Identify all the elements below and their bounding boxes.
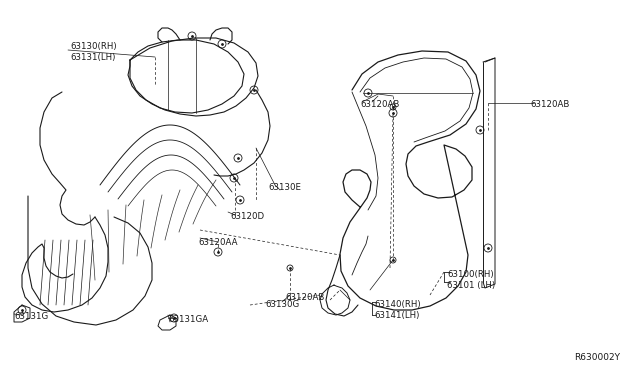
Text: 63131GA: 63131GA: [168, 315, 208, 324]
Text: 63131(LH): 63131(LH): [70, 53, 115, 62]
Text: 63120AB: 63120AB: [285, 293, 324, 302]
Text: 63120AB: 63120AB: [360, 100, 399, 109]
Text: 63120AA: 63120AA: [198, 238, 237, 247]
Text: 63141(LH): 63141(LH): [374, 311, 419, 320]
Text: 63131G: 63131G: [14, 312, 48, 321]
Text: R630002Y: R630002Y: [574, 353, 620, 362]
Text: 63100(RH): 63100(RH): [447, 270, 493, 279]
Text: 63130E: 63130E: [268, 183, 301, 192]
Text: 63140(RH): 63140(RH): [374, 300, 420, 309]
Text: 63130G: 63130G: [265, 300, 300, 309]
Text: 63120D: 63120D: [230, 212, 264, 221]
Text: 63130(RH): 63130(RH): [70, 42, 116, 51]
Text: 63101 (LH): 63101 (LH): [447, 281, 495, 290]
Text: 63120AB: 63120AB: [530, 100, 570, 109]
